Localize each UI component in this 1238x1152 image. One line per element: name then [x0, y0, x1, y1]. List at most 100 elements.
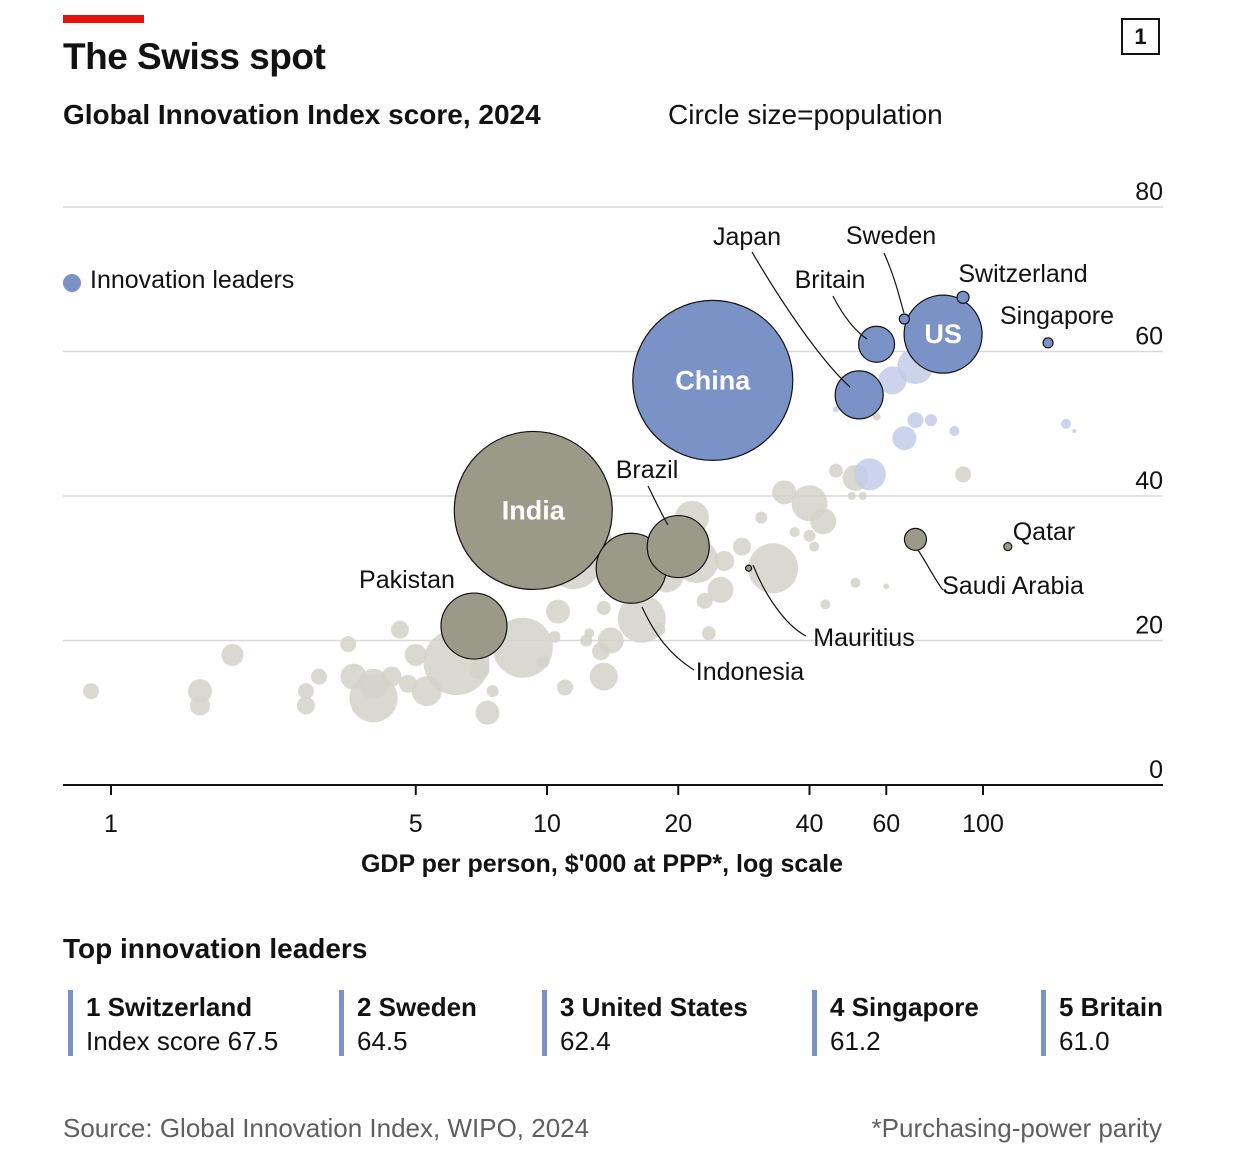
bubble-singapore [1042, 337, 1054, 349]
leader-item: 1 Switzerland Index score 67.5 [68, 990, 278, 1056]
bubble-brazil [646, 514, 710, 579]
bubble-india [453, 430, 613, 591]
bubble-us [903, 294, 983, 374]
bubble [469, 659, 490, 680]
bubble [696, 592, 713, 609]
bubble [548, 630, 561, 643]
bubble [187, 679, 212, 704]
bubble [883, 583, 890, 590]
bubble [486, 685, 499, 698]
x-axis-title: GDP per person, $'000 at PPP*, log scale [361, 850, 843, 878]
bubble [772, 480, 797, 505]
bubble [832, 406, 839, 413]
leader-name: 4 Singapore [830, 992, 979, 1022]
leader-line-mauritius [752, 564, 807, 637]
bubble [714, 551, 735, 572]
legend-leader-label: Innovation leaders [90, 266, 294, 294]
bubble [872, 412, 881, 421]
leaders-panel-title: Top innovation leaders [63, 933, 368, 964]
bubble [537, 656, 550, 669]
legend: Innovation leaders [63, 266, 294, 294]
point-labels: Japan Sweden Britain Switzerland Singapore Br… [359, 222, 1114, 686]
bubble-mauritius [745, 564, 753, 572]
leader-score: 61.0 [1059, 1026, 1110, 1056]
leader-line-britain [832, 295, 868, 340]
bubble [925, 414, 938, 427]
bubble [707, 576, 734, 603]
y-tick-label: 60 [1135, 323, 1163, 351]
bubble-label-china: China [675, 365, 751, 395]
label-qatar: Qatar [1013, 518, 1076, 546]
bubble [803, 529, 816, 542]
bubble [850, 577, 861, 588]
leaders-panel: 1 Switzerland Index score 67.5 2 Sweden … [63, 990, 1163, 1060]
x-tick-label: 20 [664, 810, 692, 838]
scatter-chart: China India US Japan Sweden Britain Switzerla… [63, 178, 1163, 878]
bubble [1060, 418, 1071, 429]
leader-score: 62.4 [560, 1026, 611, 1056]
leader-name: 2 Sweden [357, 992, 477, 1022]
bubble [596, 600, 611, 615]
bubble-label-india: India [502, 495, 566, 525]
brand-accent-bar [63, 15, 144, 23]
bubble [340, 636, 357, 653]
bubble [907, 412, 924, 429]
y-tick-label: 20 [1135, 612, 1163, 640]
leader-name: 3 United States [560, 992, 748, 1022]
label-sweden: Sweden [846, 222, 936, 250]
x-tick-label: 5 [409, 810, 423, 838]
bubble [853, 458, 886, 491]
size-note: Circle size=population [668, 99, 943, 130]
leader-line-japan [751, 251, 851, 388]
leader-name: 5 Britain [1059, 992, 1164, 1022]
chart-number-badge: 1 [1121, 18, 1160, 55]
bubble-china [632, 299, 794, 461]
bubble [221, 643, 244, 666]
leader-name: 1 Switzerland [86, 992, 253, 1022]
leader-line-sweden [883, 252, 905, 314]
bubble [701, 626, 716, 641]
bubble [755, 511, 768, 524]
bubble-switzerland [956, 290, 970, 304]
bubble [949, 425, 960, 436]
chart-subtitle: Global Innovation Index score, 2024 [63, 99, 541, 130]
label-indonesia: Indonesia [696, 658, 805, 686]
label-singapore: Singapore [1000, 302, 1114, 330]
leader-score: 64.5 [357, 1026, 408, 1056]
bubble [381, 666, 402, 687]
y-tick-label: 0 [1149, 756, 1163, 784]
bubble [789, 527, 800, 538]
bubbles: China India US [83, 290, 1077, 725]
bubble [847, 492, 856, 500]
bubble [390, 620, 409, 639]
source-note: Source: Global Innovation Index, WIPO, 2… [63, 1113, 590, 1143]
label-britain: Britain [795, 266, 866, 294]
leader-line-brazil [647, 485, 669, 526]
bubble [404, 643, 427, 666]
x-tick-label: 10 [533, 810, 561, 838]
label-mauritius: Mauritius [813, 624, 914, 652]
y-tick-label: 40 [1135, 467, 1163, 495]
bubble [810, 508, 837, 535]
legend-leader-swatch [63, 274, 81, 292]
label-japan: Japan [713, 223, 781, 251]
bubble [748, 543, 799, 594]
bubble [651, 622, 666, 637]
leader-score: 61.2 [830, 1026, 881, 1056]
bubble [955, 466, 972, 483]
annotation-leader-lines [641, 251, 944, 671]
x-tick-label: 100 [962, 810, 1004, 838]
x-axis: 0 20 40 60 80 1 5 10 20 40 60 100 [63, 178, 1163, 838]
bubble [297, 683, 314, 700]
y-tick-label: 80 [1135, 178, 1163, 206]
label-pakistan: Pakistan [359, 566, 455, 594]
bubble [189, 695, 210, 716]
bubble [1072, 428, 1077, 433]
x-tick-label: 60 [872, 810, 900, 838]
bubble [820, 599, 831, 610]
leader-score: Index score 67.5 [86, 1026, 279, 1056]
chart-title: The Swiss spot [63, 36, 326, 77]
bubble [597, 627, 624, 654]
x-tick-label: 1 [104, 810, 118, 838]
label-saudi-arabia: Saudi Arabia [942, 572, 1084, 600]
